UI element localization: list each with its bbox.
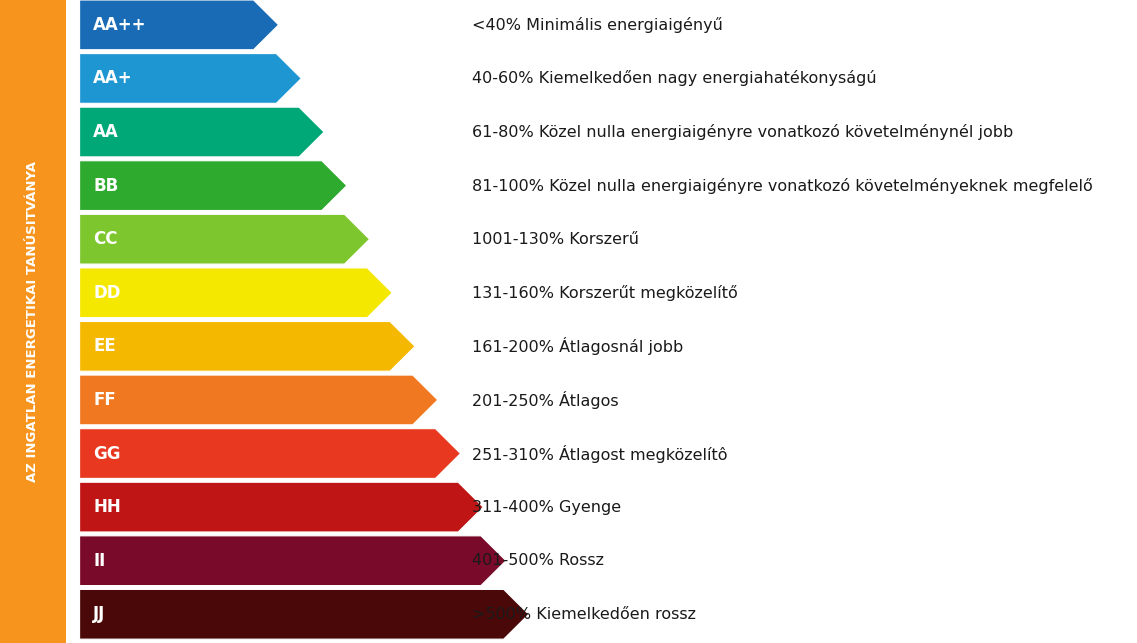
Text: <40% Minimális energiaigényű: <40% Minimális energiaigényű xyxy=(472,17,723,33)
Text: 81-100% Közel nulla energiaigényre vonatkozó követelményeknek megfelelő: 81-100% Közel nulla energiaigényre vonat… xyxy=(472,177,1093,194)
Text: 1001-130% Korszerű: 1001-130% Korszerű xyxy=(472,231,639,247)
Text: FF: FF xyxy=(93,391,116,409)
Text: CC: CC xyxy=(93,230,118,248)
Text: 131-160% Korszerűt megközelítő: 131-160% Korszerűt megközelítő xyxy=(472,285,738,301)
Text: AA: AA xyxy=(93,123,119,141)
Text: EE: EE xyxy=(93,338,116,356)
Text: >500% Kiemelkedően rossz: >500% Kiemelkedően rossz xyxy=(472,607,696,622)
Polygon shape xyxy=(80,536,506,586)
Polygon shape xyxy=(80,161,347,210)
Text: 201-250% Átlagos: 201-250% Átlagos xyxy=(472,391,619,409)
Text: 401-500% Rossz: 401-500% Rossz xyxy=(472,553,604,568)
Polygon shape xyxy=(80,590,529,639)
Text: 40-60% Kiemelkedően nagy energiahatékonyságú: 40-60% Kiemelkedően nagy energiahatékony… xyxy=(472,71,877,86)
Polygon shape xyxy=(80,482,483,532)
Text: AZ INGATLAN ENERGETIKAI TANÚSITVÁNYA: AZ INGATLAN ENERGETIKAI TANÚSITVÁNYA xyxy=(26,161,40,482)
Polygon shape xyxy=(80,107,324,157)
Polygon shape xyxy=(80,214,370,264)
Text: 251-310% Átlagost megközelítô: 251-310% Átlagost megközelítô xyxy=(472,444,728,462)
Polygon shape xyxy=(80,429,460,478)
Text: GG: GG xyxy=(93,444,121,462)
Polygon shape xyxy=(80,322,415,371)
Text: HH: HH xyxy=(93,498,121,516)
Text: DD: DD xyxy=(93,284,121,302)
Polygon shape xyxy=(80,53,301,104)
Text: II: II xyxy=(93,552,106,570)
Text: 161-200% Átlagosnál jobb: 161-200% Átlagosnál jobb xyxy=(472,338,683,356)
Polygon shape xyxy=(80,0,279,50)
Polygon shape xyxy=(80,268,392,318)
FancyBboxPatch shape xyxy=(0,0,66,643)
Polygon shape xyxy=(80,375,438,425)
Text: JJ: JJ xyxy=(93,605,106,623)
Text: 61-80% Közel nulla energiaigényre vonatkozó követelménynél jobb: 61-80% Közel nulla energiaigényre vonatk… xyxy=(472,124,1013,140)
Text: BB: BB xyxy=(93,177,118,195)
Text: AA++: AA++ xyxy=(93,16,147,34)
Text: AA+: AA+ xyxy=(93,69,133,87)
Text: 311-400% Gyenge: 311-400% Gyenge xyxy=(472,500,621,514)
